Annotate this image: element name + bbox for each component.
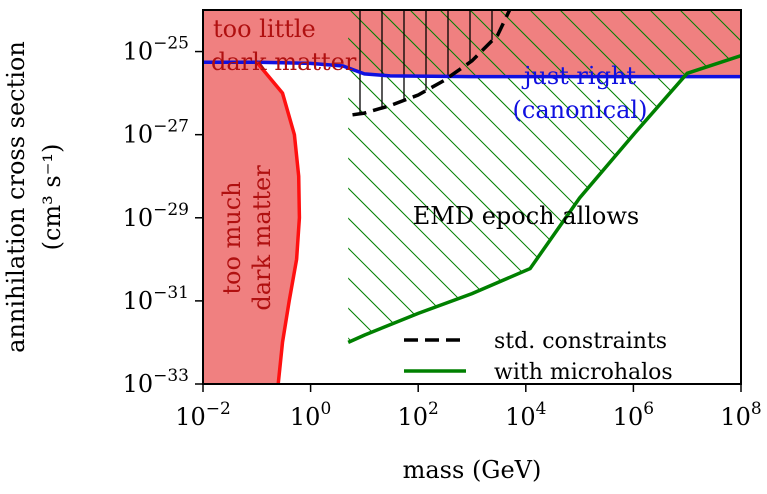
legend-label-std: std. constraints [494, 329, 667, 354]
label-just-right-line1: just right [521, 62, 636, 90]
y-tick-label: 10−33 [123, 366, 189, 398]
x-axis-ticks: 10−2 100 102 104 106 108 [175, 384, 762, 431]
label-too-little: too little dark matter [211, 15, 357, 76]
x-axis-label: mass (GeV) [403, 456, 542, 484]
x-tick-label: 102 [398, 399, 439, 431]
label-too-little-line1: too little [213, 15, 316, 43]
label-emd-epoch: EMD epoch allows [413, 202, 639, 230]
label-just-right-line2: (canonical) [513, 96, 648, 124]
y-tick-label: 10−31 [123, 283, 189, 315]
hatch-line [599, 10, 741, 343]
region-too-much [203, 62, 300, 384]
label-too-much-line1: too much [218, 181, 246, 294]
series-line-canonical [203, 60, 741, 79]
x-tick-label: 106 [613, 399, 654, 431]
legend-label-microhalos: with microhalos [494, 360, 673, 385]
x-tick-label: 108 [720, 399, 761, 431]
label-too-little-line2: dark matter [211, 48, 357, 76]
y-tick-label: 10−27 [123, 117, 189, 149]
label-just-right: just right (canonical) [513, 62, 648, 124]
y-tick-label: 10−29 [123, 200, 189, 232]
y-axis-unit-label: (cm³ s⁻¹) [38, 144, 66, 251]
x-tick-label: 104 [505, 399, 546, 431]
series-line-microhalos [347, 53, 741, 344]
y-axis-ticks: 10−33 10−31 10−29 10−27 10−25 [123, 34, 203, 398]
y-axis-label: annihilation cross section [2, 41, 30, 353]
x-tick-label: 10−2 [175, 399, 231, 431]
y-tick-label: 10−25 [123, 34, 189, 66]
label-too-much-line2: dark matter [248, 165, 276, 311]
label-too-much: too much dark matter [218, 165, 276, 311]
hatch-line [629, 10, 741, 343]
plot-frame [202, 9, 742, 385]
series-line-too-much-boundary [255, 61, 302, 384]
x-tick-label: 100 [290, 399, 331, 431]
hatch-line [569, 10, 741, 343]
hatch-line [539, 10, 741, 343]
hatch-line [750, 0, 767, 410]
legend: std. constraints with microhalos [404, 329, 673, 385]
